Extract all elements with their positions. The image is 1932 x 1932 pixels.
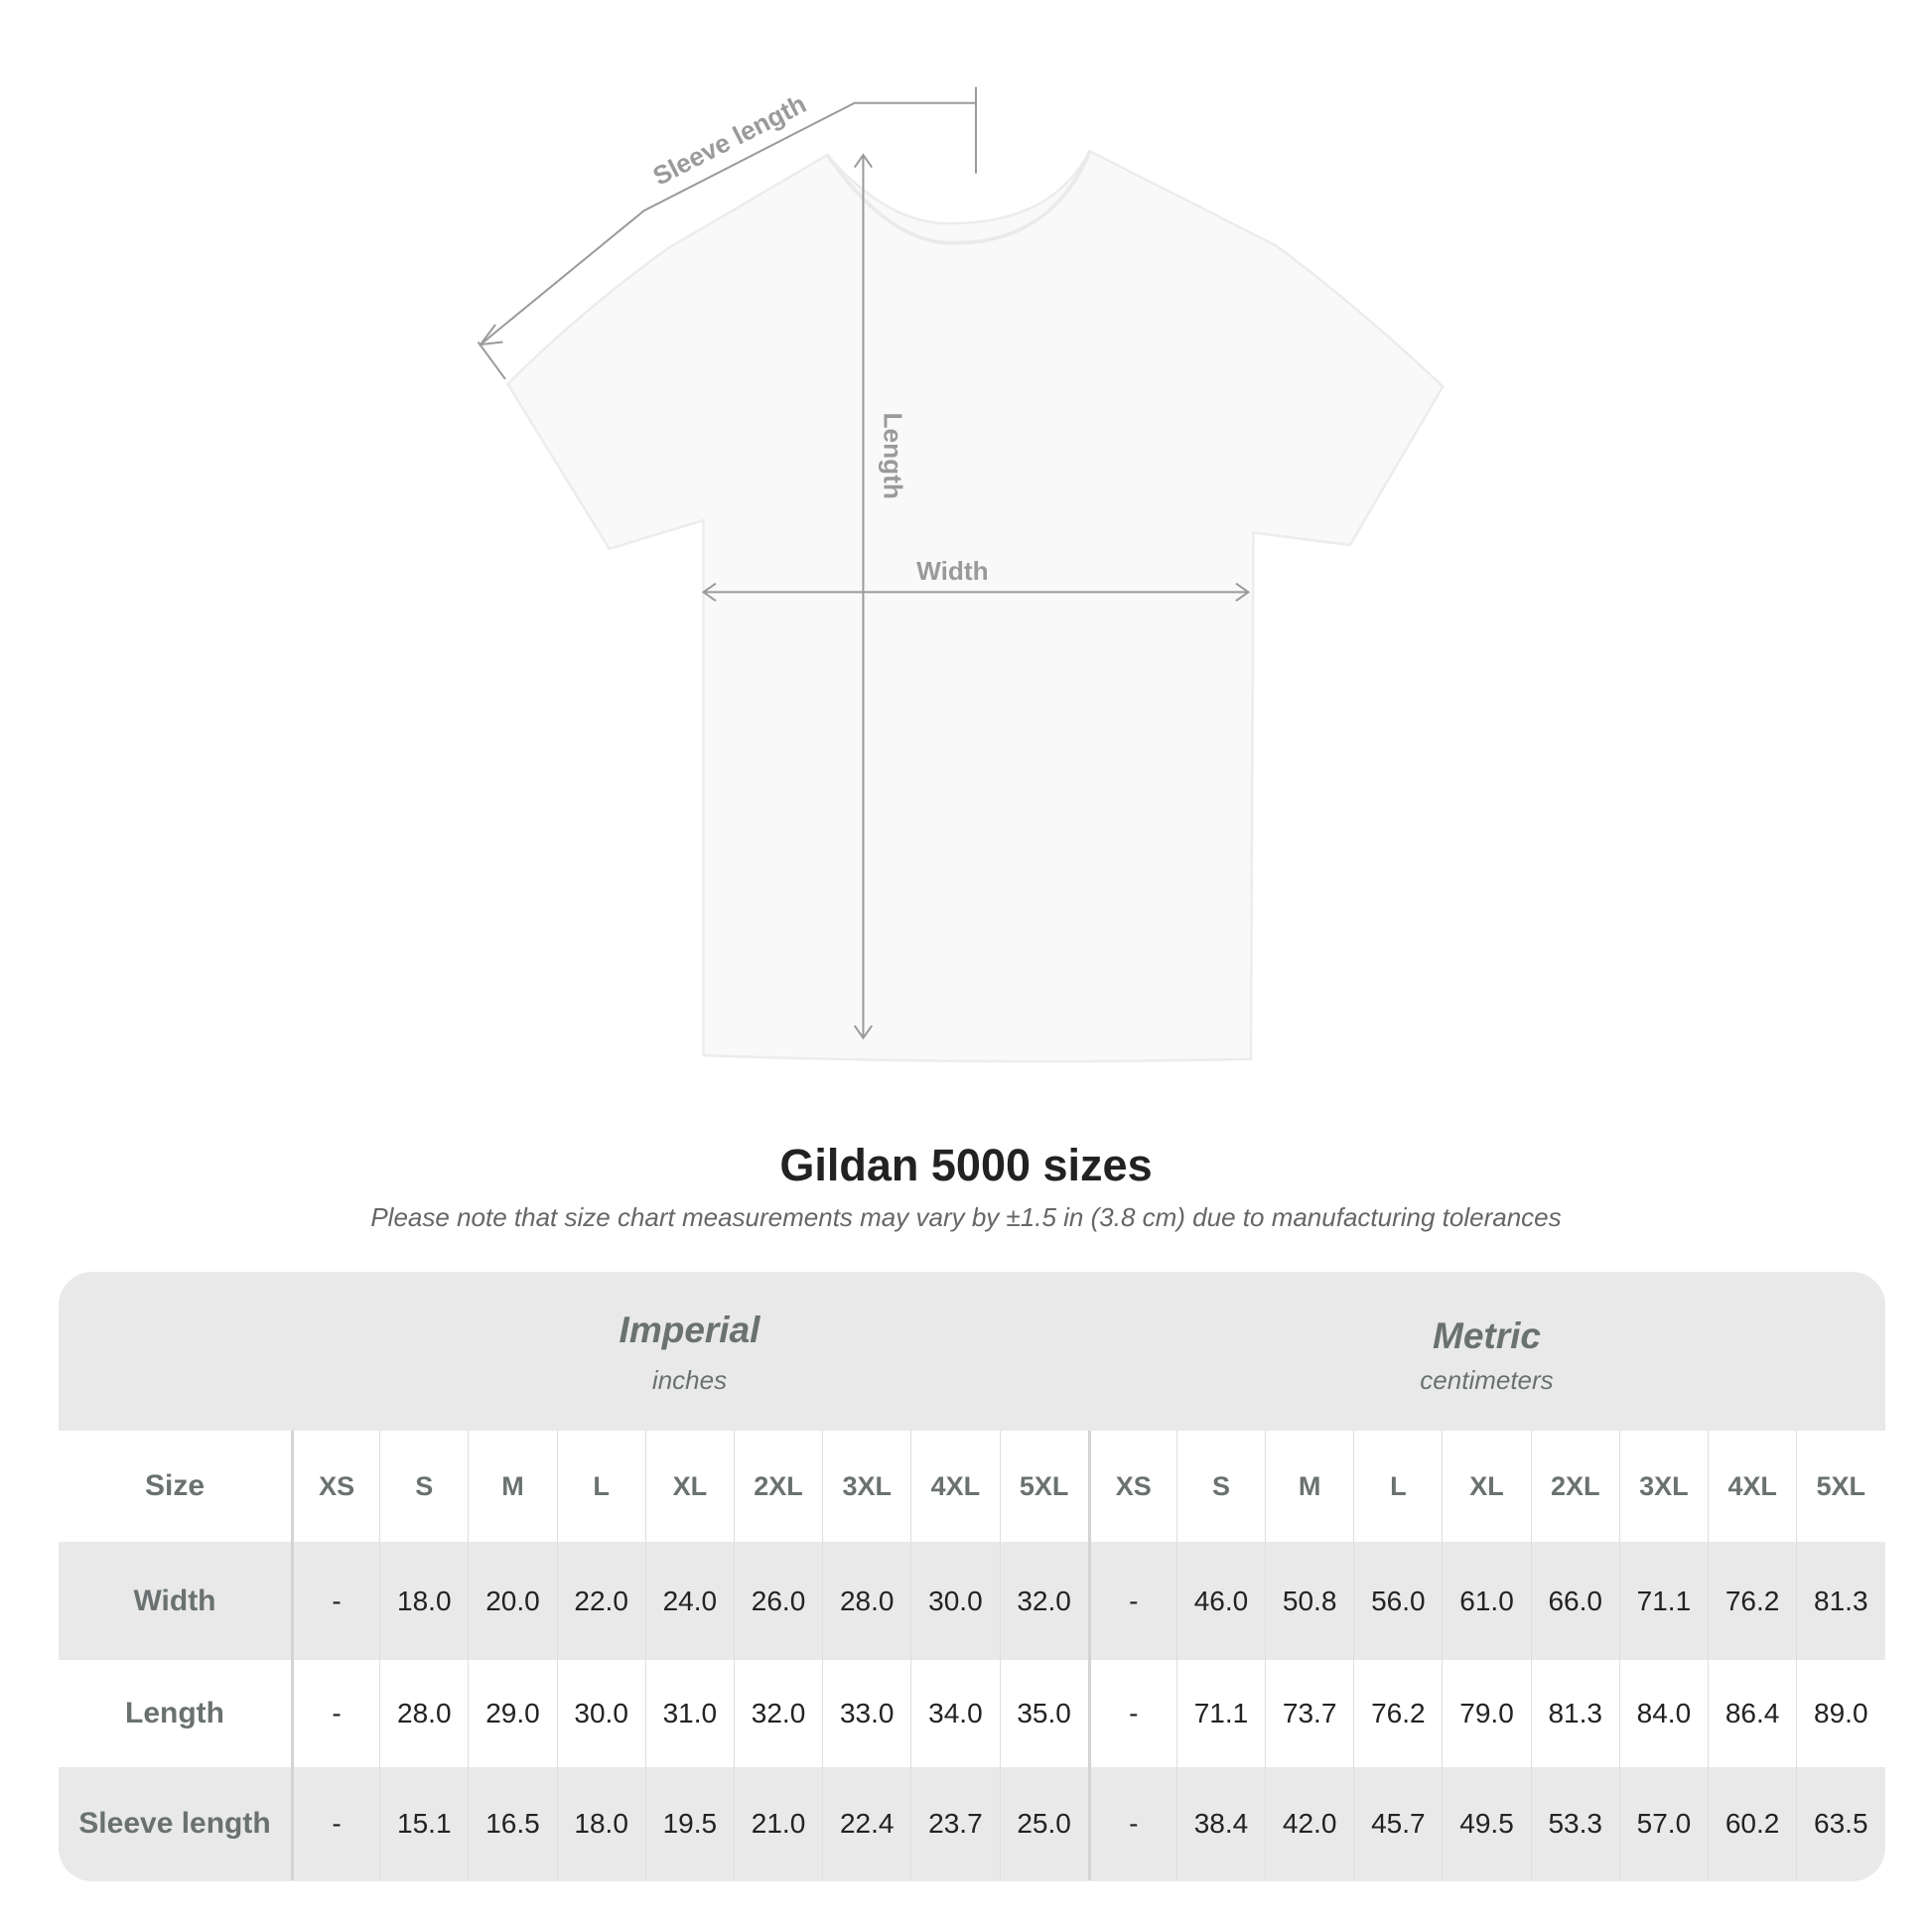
metric-value: 46.0 xyxy=(1175,1542,1265,1660)
metric-title: Metric xyxy=(1433,1315,1541,1356)
metric-value: 50.8 xyxy=(1265,1542,1353,1660)
imperial-size-XL: XL xyxy=(644,1431,734,1542)
tolerance-note: Please note that size chart measurements… xyxy=(370,1202,1562,1232)
row-label: Width xyxy=(133,1584,216,1617)
imperial-size-5XL: 5XL xyxy=(999,1431,1088,1542)
table-row: Sleeve length -15.1 16.5 18.0 19.5 21.0 22.4 23… xyxy=(59,1767,1885,1880)
metric-value: 61.0 xyxy=(1442,1542,1530,1660)
metric-size-XL: XL xyxy=(1442,1431,1530,1542)
imperial-title: Imperial xyxy=(619,1310,760,1350)
metric-size-3XL: 3XL xyxy=(1618,1431,1708,1542)
metric-value: 63.5 xyxy=(1796,1767,1884,1880)
imperial-value: 30.0 xyxy=(910,1542,999,1660)
metric-value: 76.2 xyxy=(1353,1660,1442,1767)
metric-value: - xyxy=(1087,1542,1176,1660)
metric-size-4XL: 4XL xyxy=(1708,1431,1796,1542)
imperial-value: 24.0 xyxy=(644,1542,734,1660)
metric-value: 45.7 xyxy=(1353,1767,1442,1880)
metric-header: Metric centimeters xyxy=(1088,1272,1885,1431)
imperial-size-S: S xyxy=(379,1431,468,1542)
imperial-value: 22.0 xyxy=(556,1542,645,1660)
imperial-value: 28.0 xyxy=(379,1660,468,1767)
imperial-value: 16.5 xyxy=(468,1767,556,1880)
imperial-value: 25.0 xyxy=(999,1767,1088,1880)
row-label: Sleeve length xyxy=(78,1807,271,1840)
imperial-value: 18.0 xyxy=(379,1542,468,1660)
imperial-value: 19.5 xyxy=(644,1767,734,1880)
metric-value: 56.0 xyxy=(1353,1542,1442,1660)
chart-title: Gildan 5000 sizes xyxy=(779,1140,1153,1190)
metric-value: 57.0 xyxy=(1618,1767,1708,1880)
metric-value: 79.0 xyxy=(1442,1660,1530,1767)
metric-value: 86.4 xyxy=(1708,1660,1796,1767)
imperial-value: 29.0 xyxy=(468,1660,556,1767)
metric-value: 81.3 xyxy=(1796,1542,1884,1660)
metric-unit: centimeters xyxy=(1420,1365,1554,1395)
size-table: Imperial inches Metric centimeters Size X… xyxy=(59,1272,1885,1881)
imperial-value: 32.0 xyxy=(733,1660,822,1767)
imperial-value: - xyxy=(291,1767,379,1880)
sleeve-length-arrow xyxy=(480,101,976,345)
metric-value: 71.1 xyxy=(1175,1660,1265,1767)
imperial-value: 30.0 xyxy=(556,1660,645,1767)
imperial-value: 32.0 xyxy=(999,1542,1088,1660)
metric-size-M: M xyxy=(1265,1431,1353,1542)
metric-size-XS: XS xyxy=(1087,1431,1176,1542)
metric-size-L: L xyxy=(1353,1431,1442,1542)
metric-value: 53.3 xyxy=(1530,1767,1619,1880)
imperial-value: 31.0 xyxy=(644,1660,734,1767)
metric-value: 60.2 xyxy=(1708,1767,1796,1880)
imperial-unit: inches xyxy=(651,1365,728,1395)
imperial-size-XS: XS xyxy=(291,1431,379,1542)
metric-value: 81.3 xyxy=(1530,1660,1619,1767)
imperial-value: 22.4 xyxy=(822,1767,910,1880)
tshirt-shape xyxy=(505,149,1445,1063)
imperial-value: - xyxy=(291,1542,379,1660)
table-row: Length -28.0 29.0 30.0 31.0 32.0 33.0 34.0 35.0-… xyxy=(59,1660,1885,1767)
metric-value: 38.4 xyxy=(1175,1767,1265,1880)
size-header-row: Size XS S M L XL 2XL 3XL 4XL 5XL XS S M L XL 2XL 3XL 4XL 5… xyxy=(59,1431,1885,1542)
metric-value: 66.0 xyxy=(1530,1542,1619,1660)
metric-value: 76.2 xyxy=(1708,1542,1796,1660)
metric-size-5XL: 5XL xyxy=(1796,1431,1884,1542)
row-label: Length xyxy=(125,1697,224,1729)
row-label-size: Size xyxy=(144,1469,206,1502)
imperial-header: Imperial inches xyxy=(291,1272,1088,1431)
metric-value: 73.7 xyxy=(1265,1660,1353,1767)
imperial-value: 18.0 xyxy=(556,1767,645,1880)
imperial-value: 28.0 xyxy=(822,1542,910,1660)
sleeve-length-label: Sleeve length xyxy=(648,88,811,191)
length-label: Length xyxy=(879,413,908,499)
metric-value: 71.1 xyxy=(1618,1542,1708,1660)
metric-value: - xyxy=(1087,1767,1176,1880)
metric-value: 84.0 xyxy=(1618,1660,1708,1767)
imperial-size-L: L xyxy=(556,1431,645,1542)
metric-value: 42.0 xyxy=(1265,1767,1353,1880)
metric-size-2XL: 2XL xyxy=(1530,1431,1619,1542)
imperial-value: 35.0 xyxy=(999,1660,1088,1767)
imperial-value: 15.1 xyxy=(379,1767,468,1880)
imperial-value: - xyxy=(291,1660,379,1767)
imperial-value: 34.0 xyxy=(910,1660,999,1767)
metric-size-S: S xyxy=(1175,1431,1265,1542)
imperial-size-4XL: 4XL xyxy=(910,1431,999,1542)
imperial-size-M: M xyxy=(468,1431,556,1542)
imperial-size-3XL: 3XL xyxy=(822,1431,910,1542)
width-label: Width xyxy=(916,556,988,586)
imperial-size-2XL: 2XL xyxy=(733,1431,822,1542)
metric-value: 89.0 xyxy=(1796,1660,1884,1767)
tshirt-diagram: Sleeve length Length Width xyxy=(477,86,1445,1063)
imperial-value: 23.7 xyxy=(910,1767,999,1880)
imperial-value: 26.0 xyxy=(733,1542,822,1660)
table-row: Width -18.0 20.0 22.0 24.0 26.0 28.0 30.0 32.0-4… xyxy=(59,1542,1885,1660)
imperial-value: 21.0 xyxy=(733,1767,822,1880)
imperial-value: 20.0 xyxy=(468,1542,556,1660)
metric-value: 49.5 xyxy=(1442,1767,1530,1880)
metric-value: - xyxy=(1087,1660,1176,1767)
imperial-value: 33.0 xyxy=(822,1660,910,1767)
